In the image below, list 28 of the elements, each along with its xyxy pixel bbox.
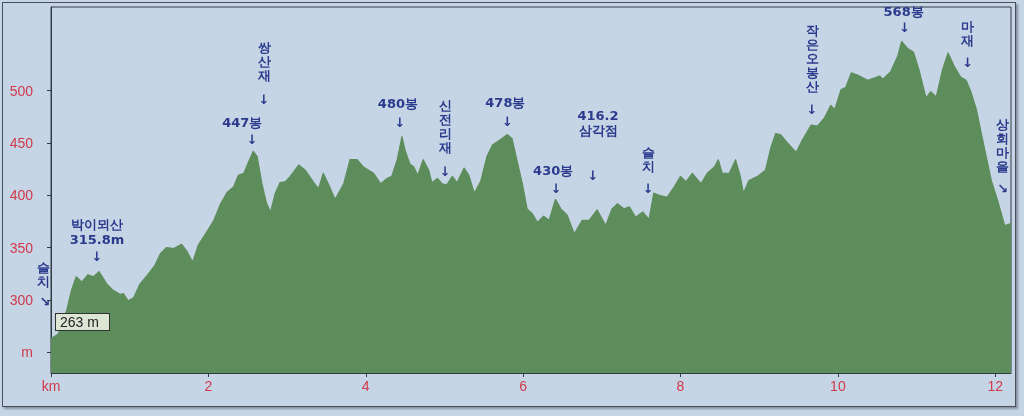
annotation: 263 m [55,312,110,331]
y-tick-label: 300 [9,291,34,308]
x-tick-label: km [41,378,61,394]
annotation: 447봉 ↓ [222,115,263,148]
annotation: 430봉 ↓ [533,163,574,197]
annotation: 마재 ↓ [960,19,976,71]
annotation: 쌍산재 ↓ [256,40,272,107]
y-tick-label: 450 [9,134,34,151]
annotation: 슬치 ↘ [35,259,51,309]
y-tick-label: 350 [9,239,34,256]
x-tick-label: 2 [204,378,213,394]
annotation: 480봉 ↓ [377,95,419,130]
annotation: 슬치 ↓ [640,145,656,197]
text: 416.2 삼각점 ↓ [577,108,619,183]
y-tick-label: m [21,344,33,361]
x-tick-label: 8 [676,378,685,394]
x-tick-label: 12 [987,378,1004,394]
y-tick-label: 500 [9,82,34,99]
y-tick-label: 400 [9,187,34,204]
annotation: 작은오봉산 ↓ [805,23,821,118]
x-tick-label: 6 [519,378,528,394]
annotation: 568봉 ↓ [883,3,924,35]
annotation: 478봉 ↓ [485,94,526,129]
annotation: 박이뫼산 315.8m ↓ [69,216,125,264]
x-tick-label: 10 [830,378,846,394]
annotation: 상회마을 ↘ [995,116,1011,196]
x-tick-label: 4 [361,378,370,394]
annotation: 신전리재 ↓ [437,97,453,179]
